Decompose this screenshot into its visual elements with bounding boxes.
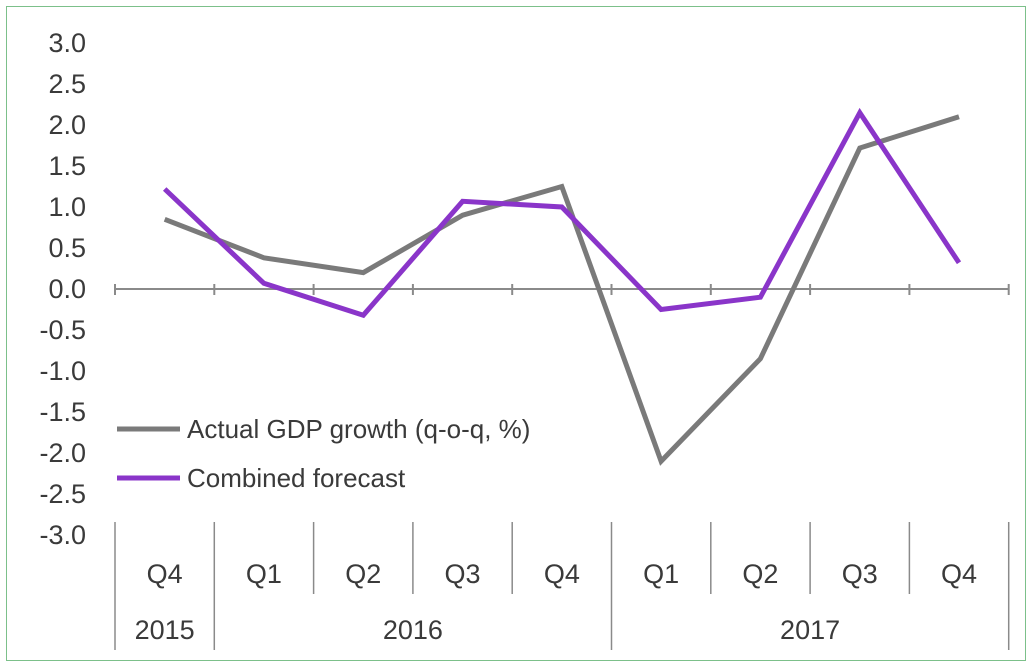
- y-tick-label: 0.0: [48, 274, 86, 304]
- y-tick-label: 2.0: [48, 110, 86, 140]
- x-category-label: Q4: [147, 559, 183, 589]
- y-tick-label: -1.0: [39, 356, 86, 386]
- x-category-label: Q3: [842, 559, 878, 589]
- x-category-label: Q2: [345, 559, 381, 589]
- legend: Actual GDP growth (q-o-q, %) Combined for…: [117, 414, 530, 493]
- y-tick-label: -2.5: [39, 479, 86, 509]
- x-year-label: 2015: [135, 615, 195, 645]
- legend-label: Actual GDP growth (q-o-q, %): [187, 414, 530, 444]
- y-tick-label: -1.5: [39, 397, 86, 427]
- x-category-label: Q1: [246, 559, 282, 589]
- y-tick-label: 1.5: [48, 151, 86, 181]
- x-category-label: Q4: [544, 559, 580, 589]
- legend-label: Combined forecast: [187, 463, 406, 493]
- y-tick-label: 3.0: [48, 28, 86, 58]
- y-tick-label: -0.5: [39, 315, 86, 345]
- x-year-label: 2016: [383, 615, 443, 645]
- y-tick-label: -2.0: [39, 438, 86, 468]
- series-line-actual: [163, 114, 960, 466]
- x-year-label: 2017: [780, 615, 840, 645]
- x-category-label: Q4: [941, 559, 977, 589]
- x-category-label: Q1: [643, 559, 679, 589]
- series-line-forecast: [162, 107, 962, 319]
- y-tick-label: 0.5: [48, 233, 86, 263]
- x-category-label: Q3: [445, 559, 481, 589]
- y-tick-label: -3.0: [39, 520, 86, 550]
- x-category-label: Q2: [742, 559, 778, 589]
- series-lines: [162, 107, 962, 466]
- axes: 3.0 2.5 2.0 1.5 1.0 0.5 0.0 -0.5 -1.0 -1.5 -2.0 -2.…: [39, 28, 1010, 650]
- y-tick-label: 1.0: [48, 192, 86, 222]
- y-tick-label: 2.5: [48, 69, 86, 99]
